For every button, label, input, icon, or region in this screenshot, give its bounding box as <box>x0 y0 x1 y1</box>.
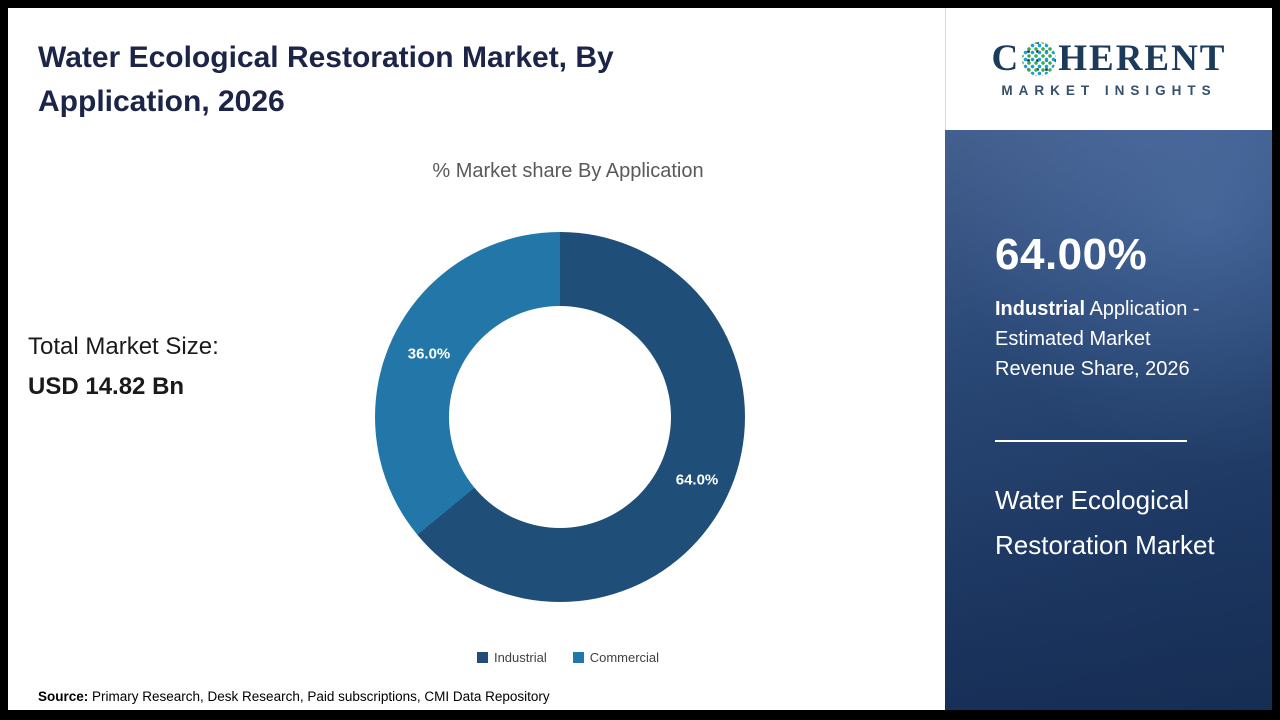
legend-label-industrial: Industrial <box>493 650 547 665</box>
page-title: Water Ecological Restoration Market, By … <box>38 41 614 118</box>
legend-item-commercial: Commercial <box>572 650 660 665</box>
brand-letter-c: C <box>991 38 1021 79</box>
side-panel: C HERENT MARKET INSIGHTS 64.00% Industri… <box>945 8 1272 710</box>
main-content-area: Water Ecological Restoration Market, By … <box>8 8 945 710</box>
donut-chart: 64.0% 36.0% <box>375 232 745 602</box>
source-text: Primary Research, Desk Research, Paid su… <box>88 689 550 704</box>
stat-description: Industrial Application - Estimated Marke… <box>995 294 1227 384</box>
panel-divider <box>995 440 1187 442</box>
total-market-size-block: Total Market Size: USD 14.82 Bn <box>28 330 219 404</box>
donut-hole <box>449 306 671 528</box>
market-name: Water Ecological Restoration Market <box>995 485 1215 560</box>
source-label: Source: <box>38 689 89 704</box>
brand-dotted-globe-icon <box>1022 41 1057 76</box>
brand-tagline: MARKET INSIGHTS <box>1001 83 1217 98</box>
source-line: Source: Primary Research, Desk Research,… <box>38 689 550 704</box>
legend-label-commercial: Commercial <box>589 650 660 665</box>
legend-item-industrial: Industrial <box>476 650 547 665</box>
slice-label-industrial: 64.0% <box>675 471 719 489</box>
chart-title: % Market share By Application <box>432 160 704 182</box>
stat-description-segment: Industrial <box>995 298 1086 320</box>
stat-value: 64.00% <box>995 230 1148 279</box>
chart-legend: Industrial Commercial <box>268 650 868 665</box>
brand-wordmark: C HERENT <box>992 40 1227 77</box>
brand-logo: C HERENT MARKET INSIGHTS <box>945 8 1272 130</box>
legend-swatch-industrial <box>476 652 488 663</box>
slice-label-commercial: 36.0% <box>407 345 451 363</box>
infographic-frame: Water Ecological Restoration Market, By … <box>8 8 1272 710</box>
legend-swatch-commercial <box>572 652 584 663</box>
highlight-panel: 64.00% Industrial Application - Estimate… <box>945 130 1272 710</box>
total-market-size-value: USD 14.82 Bn <box>28 373 185 400</box>
brand-letters-herent: HERENT <box>1058 38 1227 79</box>
total-market-size-label: Total Market Size: <box>28 333 219 360</box>
stat-description-rest: Application - Estimated Market Revenue S… <box>995 298 1200 380</box>
